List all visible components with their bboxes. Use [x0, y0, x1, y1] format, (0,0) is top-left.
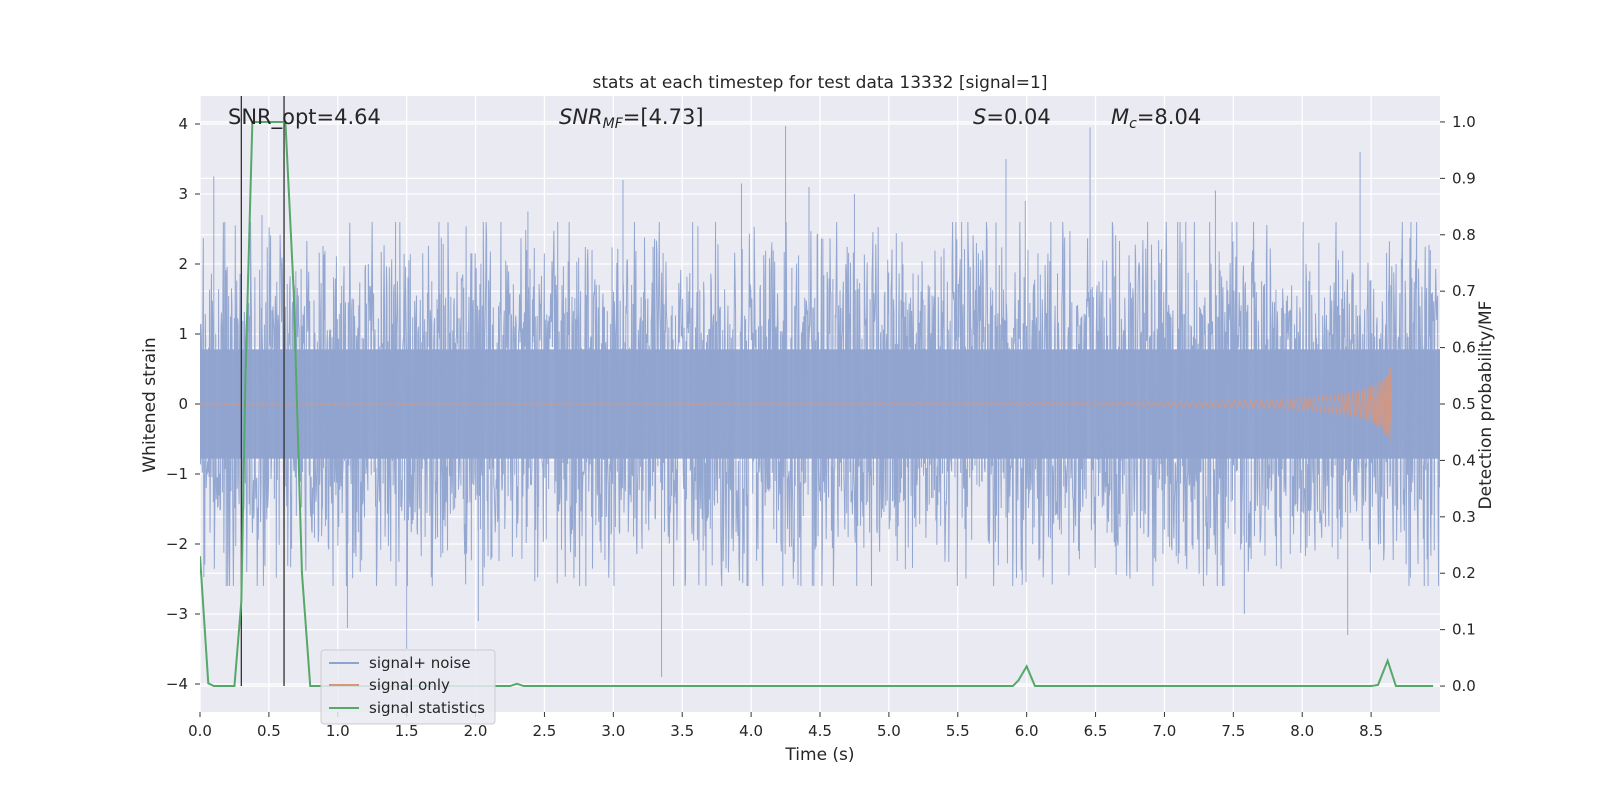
legend-label-signal: signal only: [369, 676, 450, 694]
y-left-tick-label: −3: [166, 605, 188, 623]
y-right-tick-label: 0.3: [1452, 508, 1476, 526]
x-tick-label: 5.0: [877, 722, 901, 740]
annotation-mc: Mc=8.04: [1111, 105, 1201, 132]
s-value: =0.04: [986, 105, 1050, 129]
y-right-tick-label: 0.8: [1452, 226, 1476, 244]
chart-title: stats at each timestep for test data 133…: [593, 73, 1048, 93]
snr-mf-base: SNR: [559, 105, 603, 129]
y-right-tick-label: 0.2: [1452, 564, 1476, 582]
y-left-tick-label: −4: [166, 675, 188, 693]
axes: 0.0 0.5 1.0 1.5 2.0 2.5 3.0 3.5 4.0 4.5 5.0 5.5 6.0 6…: [166, 113, 1476, 740]
mc-sub: c: [1129, 116, 1137, 132]
legend-label-stats: signal statistics: [369, 699, 485, 717]
signal-series-line: [200, 367, 1392, 442]
y-left-tick-label: 0: [178, 395, 188, 413]
y-left-tick-label: 2: [178, 255, 188, 273]
stats-series-line: [200, 120, 1434, 688]
annotation-s: S=0.04: [973, 105, 1051, 129]
x-tick-label: 5.5: [946, 722, 970, 740]
noise-series-line: [200, 126, 1440, 677]
y-left-tick-label: 1: [178, 325, 188, 343]
y-right-tick-label: 0.9: [1452, 169, 1476, 187]
x-axis-label: Time (s): [784, 745, 854, 765]
x-tick-label: 4.5: [808, 722, 832, 740]
y-right-tick-label: 0.0: [1452, 677, 1476, 695]
y-right-tick-label: 1.0: [1452, 113, 1476, 131]
x-tick-label: 6.0: [1015, 722, 1039, 740]
annotation-snr-mf: SNRMF=[4.73]: [559, 105, 704, 132]
y-right-tick-label: 0.1: [1452, 621, 1476, 639]
y-right-tick-label: 0.7: [1452, 282, 1476, 300]
x-tick-label: 1.5: [395, 722, 419, 740]
x-tick-label: 2.0: [464, 722, 488, 740]
y-left-tick-label: 4: [178, 115, 188, 133]
annotation-snr-opt: SNR_opt=4.64: [228, 105, 381, 130]
x-tick-label: 8.5: [1359, 722, 1383, 740]
y-right-tick-label: 0.4: [1452, 451, 1476, 469]
x-tick-label: 3.5: [670, 722, 694, 740]
x-tick-label: 6.5: [1084, 722, 1108, 740]
x-tick-label: 3.0: [601, 722, 625, 740]
mc-value: =8.04: [1137, 105, 1201, 129]
legend: signal+ noise signal only signal statist…: [320, 649, 496, 725]
x-tick-label: 0.0: [188, 722, 212, 740]
legend-label-noise: signal+ noise: [369, 654, 471, 672]
y-axis-label-right: Detection probability/MF: [1476, 301, 1496, 510]
x-tick-label: 2.5: [533, 722, 557, 740]
y-right-tick-label: 0.5: [1452, 395, 1476, 413]
y-axis-label-left: Whitened strain: [140, 337, 160, 472]
y-left-tick-label: 3: [178, 185, 188, 203]
x-tick-label: 1.0: [326, 722, 350, 740]
x-tick-label: 0.5: [257, 722, 281, 740]
x-tick-label: 7.5: [1221, 722, 1245, 740]
y-left-tick-label: −2: [166, 535, 188, 553]
x-tick-label: 4.0: [739, 722, 763, 740]
legend-box: [320, 649, 496, 725]
x-tick-label: 8.0: [1290, 722, 1314, 740]
snr-mf-sub: MF: [603, 116, 624, 132]
mc-base: M: [1111, 105, 1129, 129]
y-left-tick-label: −1: [166, 465, 188, 483]
plot-layer: [200, 96, 1440, 688]
x-tick-label: 7.0: [1153, 722, 1177, 740]
s-symbol: S: [973, 105, 986, 129]
y-right-tick-label: 0.6: [1452, 339, 1476, 357]
snr-mf-value: =[4.73]: [623, 105, 704, 129]
